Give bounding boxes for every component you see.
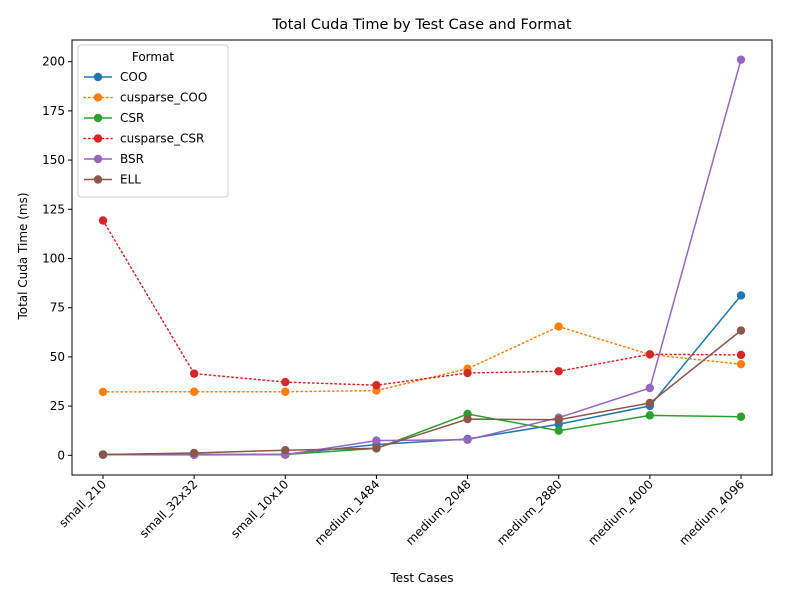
y-tick-label: 100 <box>42 251 65 265</box>
data-point <box>372 444 381 453</box>
y-tick-label: 75 <box>50 301 65 315</box>
y-tick-label: 50 <box>50 350 65 364</box>
data-point <box>736 350 746 360</box>
legend-marker <box>93 93 103 102</box>
data-point <box>554 426 563 435</box>
x-tick-label: medium_4096 <box>677 477 748 548</box>
series-line <box>102 329 742 456</box>
legend-entry: CSR <box>84 111 144 125</box>
series-ELL <box>98 326 746 459</box>
data-point <box>372 436 381 445</box>
x-axis: small_210 small_32x32 small_10x10 medium_14… <box>56 475 747 548</box>
data-point <box>189 369 199 378</box>
y-axis: 0 25 50 75 100 125 150 175 200 <box>42 55 72 462</box>
legend-label: COO <box>120 70 147 84</box>
legend-entry: BSR <box>84 152 144 166</box>
chart-title: Total Cuda Time by Test Case and Format <box>271 17 572 33</box>
series-layer <box>98 55 746 460</box>
y-tick-label: 0 <box>57 448 65 462</box>
y-axis-label: Total Cuda Time (ms) <box>16 192 30 320</box>
legend-label: cusparse_CSR <box>120 132 204 146</box>
legend-label: CSR <box>120 111 144 125</box>
series-cusparse_CSR <box>98 216 746 390</box>
data-point <box>736 291 746 300</box>
y-tick-label: 125 <box>42 202 65 216</box>
y-tick-label: 175 <box>42 104 65 118</box>
legend-entry: cusparse_COO <box>83 91 207 105</box>
data-point <box>645 383 655 393</box>
data-point <box>645 398 655 408</box>
legend-marker <box>93 113 103 123</box>
x-tick-label: medium_4000 <box>585 477 656 548</box>
data-point <box>98 216 108 225</box>
data-point <box>736 326 746 335</box>
legend-entry: COO <box>84 70 147 84</box>
legend-marker <box>93 72 103 82</box>
data-point <box>281 445 290 455</box>
data-point <box>98 450 108 459</box>
x-tick-label: medium_2880 <box>494 477 565 548</box>
legend-entry: cusparse_CSR <box>83 132 204 146</box>
data-point <box>554 367 563 376</box>
data-point <box>281 377 290 387</box>
y-tick-label: 200 <box>42 55 65 69</box>
legend-label: ELL <box>120 173 141 187</box>
y-tick-label: 150 <box>42 153 65 167</box>
data-point <box>736 412 746 421</box>
data-point <box>281 387 290 396</box>
x-axis-label: Test Cases <box>389 571 453 585</box>
legend-marker <box>93 154 103 164</box>
data-point <box>98 387 108 397</box>
series-line <box>102 59 742 456</box>
legend-entry: ELL <box>84 173 141 187</box>
series-line <box>102 325 742 393</box>
data-point <box>189 448 199 458</box>
data-point <box>736 359 746 369</box>
data-point <box>554 415 563 424</box>
data-point <box>645 350 655 359</box>
x-tick-label: small_32x32 <box>137 477 200 540</box>
series-line <box>102 219 742 386</box>
legend-title: Format <box>132 50 175 64</box>
data-point <box>463 414 472 424</box>
x-tick-label: small_10x10 <box>228 477 291 540</box>
legend-box <box>77 44 229 198</box>
x-tick-label: medium_2048 <box>403 477 474 548</box>
data-point <box>189 387 199 396</box>
data-point <box>645 411 655 420</box>
y-tick-label: 25 <box>50 399 65 413</box>
data-point <box>372 381 381 390</box>
data-point <box>736 55 746 64</box>
plot-frame <box>71 39 773 476</box>
legend-marker <box>93 175 103 184</box>
legend-marker <box>93 134 103 143</box>
legend: Format COO cusparse_COO CSR cusparse_CSR BSR E… <box>77 44 229 198</box>
legend-label: cusparse_COO <box>120 91 207 105</box>
legend-label: BSR <box>120 152 144 166</box>
x-tick-label: medium_1484 <box>312 477 383 548</box>
plot-area-border <box>71 39 773 476</box>
data-point <box>463 435 472 444</box>
x-tick-label: small_210 <box>56 477 109 530</box>
data-point <box>554 322 563 331</box>
data-point <box>463 368 472 378</box>
